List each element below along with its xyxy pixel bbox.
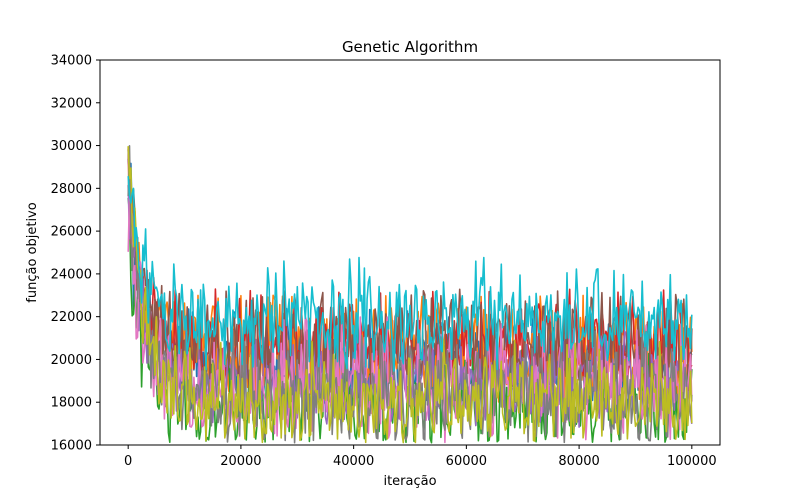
y-axis: 16000 18000 20000 22000 24000 26000 28000 30000… <box>51 54 100 454</box>
y-tick-label: 34000 <box>51 54 92 69</box>
series-layer <box>127 145 693 444</box>
y-tick-label: 28000 <box>51 182 92 197</box>
y-tick-label: 18000 <box>51 396 92 411</box>
series-line-run-9 <box>127 146 693 444</box>
y-axis-label: função objetivo <box>25 202 40 302</box>
x-tick-label: 60000 <box>446 454 487 469</box>
x-tick-label: 100000 <box>667 454 717 469</box>
y-tick-label: 30000 <box>51 139 92 154</box>
y-tick-label: 32000 <box>51 96 92 111</box>
plot-area-frame <box>99 59 721 446</box>
x-tick-label: 0 <box>124 454 132 469</box>
chart-title: Genetic Algorithm <box>342 38 478 56</box>
x-axis-label: iteração <box>383 474 436 489</box>
y-tick-label: 26000 <box>51 225 92 240</box>
y-tick-label: 24000 <box>51 267 92 282</box>
x-tick-label: 80000 <box>558 454 599 469</box>
x-tick-label: 20000 <box>220 454 261 469</box>
series-line-run-10 <box>127 176 693 372</box>
series-line-run-4 <box>127 147 693 392</box>
y-tick-label: 16000 <box>51 439 92 454</box>
x-tick-label: 40000 <box>333 454 374 469</box>
y-tick-label: 20000 <box>51 353 92 368</box>
y-tick-label: 22000 <box>51 310 92 325</box>
x-axis: 0 20000 40000 60000 80000 100000 <box>124 445 717 469</box>
